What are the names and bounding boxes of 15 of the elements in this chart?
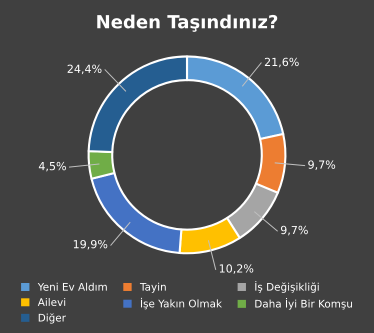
chart-title: Neden Taşındınız? [97, 14, 278, 32]
legend-label: İş Değişikliği [255, 281, 319, 293]
legend-label: Diğer [38, 313, 66, 324]
legend-label: İşe Yakın Olmak [140, 298, 222, 310]
legend-label: Ailevi [38, 298, 66, 306]
legend-label: Tayin [140, 282, 166, 293]
data-label: 10,2% [220, 264, 254, 274]
data-label: 24,4% [68, 64, 102, 74]
data-label: 19,9% [74, 240, 108, 250]
legend-label: Daha İyi Bir Komşu [255, 298, 352, 310]
legend-label: Yeni Ev Aldım [38, 282, 107, 291]
data-label: 21,6% [264, 58, 299, 68]
data-label: 9,7% [280, 226, 308, 236]
data-label: 9,7% [308, 160, 336, 170]
data-label: 4,5% [38, 162, 66, 172]
